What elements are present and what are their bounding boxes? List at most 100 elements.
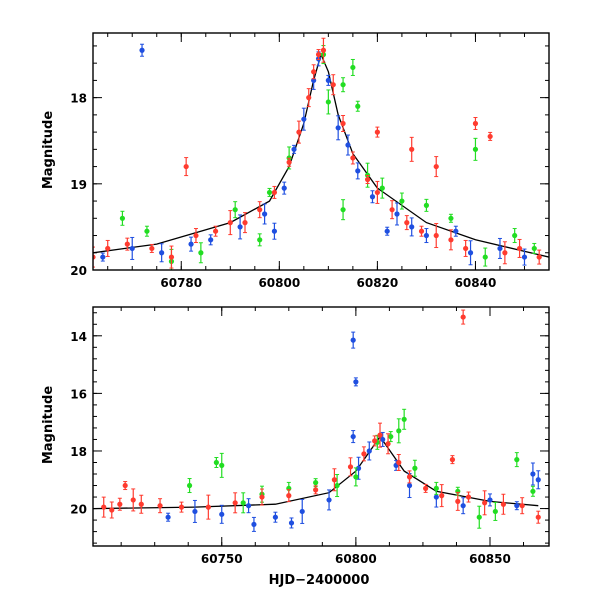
- data-point: [467, 250, 474, 256]
- data-point: [271, 189, 278, 196]
- data-point: [340, 82, 346, 88]
- data-point: [347, 464, 354, 470]
- data-point: [281, 185, 287, 191]
- series-0: [100, 43, 528, 266]
- data-point: [487, 133, 493, 140]
- model-curve-line: [93, 435, 539, 510]
- y-tick-label: 16: [70, 387, 87, 401]
- data-point: [129, 245, 135, 252]
- data-point: [124, 241, 130, 247]
- x-tick-label: 60840: [455, 276, 497, 290]
- plot-frame: [92, 32, 550, 271]
- x-axis-label: HJD−2400000: [269, 573, 370, 588]
- top-y-axis-label: Magnitude: [41, 111, 56, 190]
- y-tick-label: 18: [70, 92, 87, 106]
- series-2: [93, 37, 542, 269]
- data-point: [389, 207, 395, 213]
- data-point: [350, 155, 356, 161]
- data-point: [144, 228, 150, 234]
- data-point: [530, 488, 536, 494]
- data-point: [198, 250, 204, 256]
- data-point: [193, 232, 199, 239]
- data-point: [514, 457, 520, 463]
- data-point: [119, 215, 126, 221]
- data-point: [288, 520, 295, 526]
- data-point: [404, 220, 410, 226]
- data-point: [502, 250, 508, 256]
- data-point: [355, 168, 361, 174]
- data-point: [355, 103, 361, 109]
- data-point: [497, 245, 503, 252]
- data-point: [500, 501, 506, 507]
- data-point: [266, 189, 273, 196]
- y-tick-label: 14: [70, 330, 87, 344]
- data-point: [423, 202, 430, 208]
- data-point: [409, 146, 415, 152]
- data-point: [219, 462, 225, 468]
- data-point: [257, 237, 263, 243]
- data-point: [399, 198, 405, 204]
- data-point: [379, 185, 385, 191]
- x-tick-label: 60850: [469, 552, 511, 566]
- data-point: [535, 477, 541, 483]
- plot-area: [93, 309, 541, 532]
- data-point: [138, 501, 144, 507]
- x-tick-label: 60750: [201, 552, 243, 566]
- data-point: [401, 416, 407, 422]
- data-point: [406, 482, 413, 489]
- data-point: [101, 504, 107, 510]
- data-point: [514, 503, 520, 509]
- data-point: [519, 503, 525, 509]
- data-point: [320, 47, 327, 53]
- data-point: [311, 69, 317, 75]
- data-point: [366, 448, 372, 454]
- data-point: [186, 482, 193, 489]
- data-point: [122, 482, 128, 489]
- data-point: [183, 163, 189, 170]
- data-point: [313, 487, 319, 493]
- data-point: [487, 497, 493, 503]
- data-point: [472, 146, 479, 152]
- data-point: [423, 232, 430, 239]
- data-point: [212, 228, 219, 234]
- data-point: [242, 220, 248, 226]
- data-point: [448, 237, 454, 243]
- data-point: [325, 77, 331, 83]
- data-point: [433, 485, 439, 492]
- data-point: [482, 254, 488, 260]
- data-point: [340, 120, 346, 127]
- data-point: [271, 228, 278, 234]
- data-point: [492, 508, 498, 515]
- data-point: [335, 125, 341, 131]
- data-point: [350, 64, 356, 71]
- data-point: [482, 500, 488, 506]
- bottom-y-axis-label: Magnitude: [41, 386, 56, 465]
- y-tick-label: 20: [70, 503, 87, 517]
- x-tick-label: 60820: [357, 276, 399, 290]
- data-point: [168, 254, 175, 260]
- data-point: [355, 465, 362, 471]
- data-point: [286, 159, 292, 165]
- data-point: [178, 504, 185, 510]
- data-point: [361, 451, 367, 457]
- data-point: [455, 498, 461, 504]
- data-point: [531, 245, 537, 252]
- data-point: [433, 163, 439, 170]
- data-point: [406, 474, 413, 480]
- data-point: [396, 428, 402, 434]
- data-point: [262, 211, 268, 217]
- data-point: [205, 504, 211, 510]
- data-point: [418, 228, 425, 234]
- data-point: [460, 314, 466, 320]
- data-point: [472, 120, 479, 127]
- x-tick-label: 60800: [258, 276, 300, 290]
- data-point: [109, 507, 115, 513]
- series-1: [186, 408, 536, 529]
- data-point: [453, 228, 459, 234]
- data-point: [423, 485, 429, 492]
- data-point: [301, 116, 307, 122]
- data-point: [465, 494, 472, 500]
- data-point: [326, 497, 332, 503]
- data-point: [330, 82, 336, 88]
- bottom-panel: 60750 60800 60850 14 16 18 20: [70, 306, 550, 566]
